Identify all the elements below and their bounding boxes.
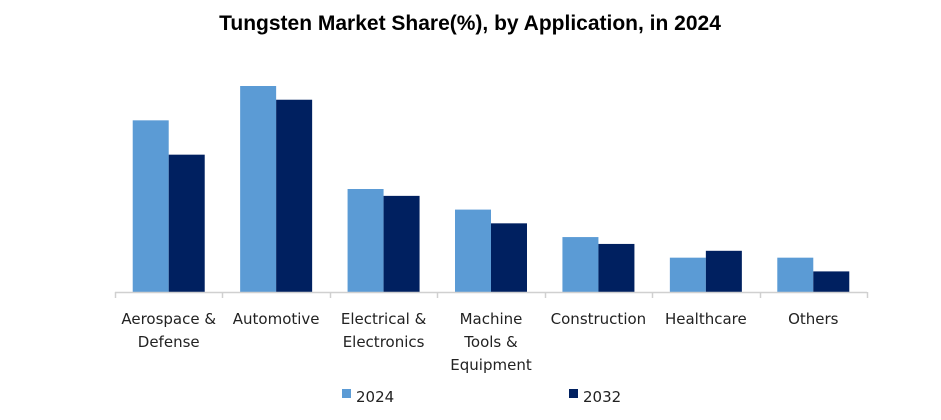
bar-2024 bbox=[347, 189, 384, 292]
bar-2032 bbox=[705, 250, 742, 292]
category-label-line: Tools & bbox=[463, 333, 518, 351]
category-label-line: Construction bbox=[551, 310, 647, 328]
bar-2024 bbox=[455, 209, 491, 292]
category-labels: Aerospace & Defense Automotive Electrical &… bbox=[121, 310, 838, 374]
category-label-line: Automotive bbox=[233, 310, 320, 328]
category-label-line: Machine bbox=[460, 310, 523, 328]
bar-2032 bbox=[276, 99, 313, 292]
bar-2024 bbox=[132, 120, 169, 292]
bar-2024 bbox=[777, 257, 814, 292]
bars-group bbox=[132, 86, 850, 292]
legend: 2024 2032 bbox=[342, 388, 621, 406]
bar-2024 bbox=[240, 86, 277, 292]
category-label-line: Defense bbox=[138, 333, 200, 351]
chart-title: Tungsten Market Share(%), by Application… bbox=[219, 12, 721, 35]
category-label-line: Others bbox=[788, 310, 839, 328]
category-label-line: Equipment bbox=[450, 356, 532, 374]
category-label: Electrical & Electronics bbox=[341, 310, 427, 351]
category-label-line: Aerospace & bbox=[121, 310, 216, 328]
bar-2032 bbox=[491, 223, 527, 292]
legend-label-2024: 2024 bbox=[356, 388, 394, 406]
legend-swatch-2032 bbox=[569, 389, 578, 398]
bar-2024 bbox=[669, 257, 706, 292]
bar-2032 bbox=[168, 154, 205, 292]
category-label-line: Electronics bbox=[343, 333, 425, 351]
category-label: Automotive bbox=[233, 310, 320, 328]
category-label: Others bbox=[788, 310, 839, 328]
bar-2032 bbox=[598, 243, 635, 292]
category-label-line: Electrical & bbox=[341, 310, 427, 328]
legend-swatch-2024 bbox=[342, 389, 351, 398]
category-label-line: Healthcare bbox=[665, 310, 747, 328]
bar-2024 bbox=[562, 237, 599, 292]
x-axis bbox=[114, 291, 869, 298]
category-label: Construction bbox=[551, 310, 647, 328]
bar-2032 bbox=[383, 195, 420, 292]
category-label: Healthcare bbox=[665, 310, 747, 328]
category-label: Machine Tools & Equipment bbox=[450, 310, 532, 374]
category-label: Aerospace & Defense bbox=[121, 310, 216, 351]
bar-2032 bbox=[813, 271, 850, 292]
legend-label-2032: 2032 bbox=[583, 388, 621, 406]
